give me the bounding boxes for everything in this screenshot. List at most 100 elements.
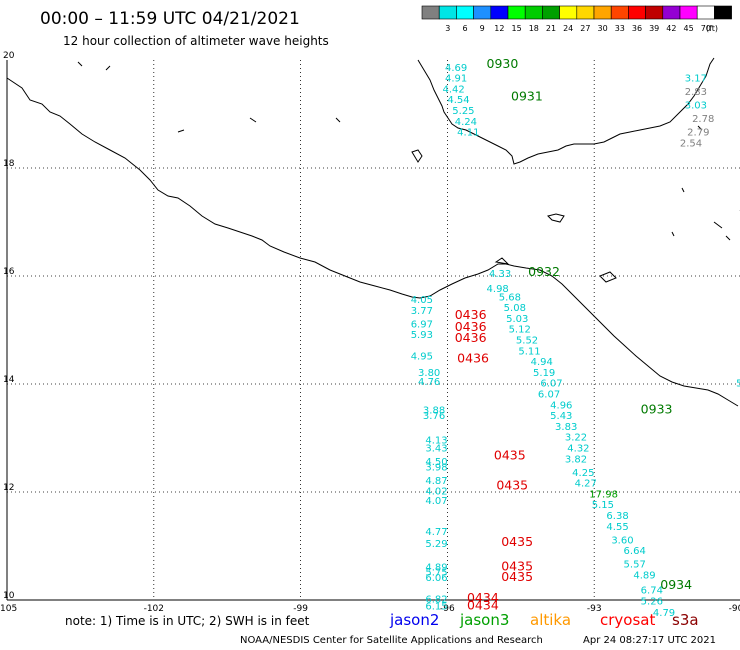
wave-height-value: 6.15 — [425, 602, 447, 613]
wave-height-value: 4.94 — [531, 357, 553, 368]
wave-height-value: 4.27 — [575, 479, 597, 490]
wave-height-value: 5.57 — [624, 560, 646, 571]
small-islands — [77, 61, 740, 283]
pass-time-label: 0930 — [487, 56, 519, 71]
pass-time-label: 0934 — [660, 577, 692, 592]
pass-time-label: 0434 — [467, 590, 499, 605]
colorbar-tick-label: 15 — [512, 24, 522, 33]
wave-height-value: 3.03 — [685, 101, 707, 112]
colorbar-swatch — [576, 5, 595, 20]
page-subtitle: 12 hour collection of altimeter wave hei… — [63, 34, 329, 48]
wave-height-value: 5.26 — [641, 596, 663, 607]
colorbar-tick-label: 27 — [580, 24, 590, 33]
wave-height-value: 6.82 — [425, 595, 447, 606]
coastline — [6, 57, 740, 407]
footer-timestamp: Apr 24 08:27:17 UTC 2021 — [583, 635, 716, 646]
wave-height-value: 4.98 — [487, 284, 509, 295]
longitude-tick-label: -105 — [0, 604, 17, 614]
wave-height-value: 4.96 — [550, 400, 572, 411]
wave-height-value: 3.82 — [565, 454, 587, 465]
gulf-coastline — [417, 57, 715, 165]
longitude-tick-label: -93 — [587, 604, 602, 614]
wave-height-value: 3.76 — [423, 411, 445, 422]
satellite-legend-altika: altika — [530, 611, 571, 629]
latitude-tick-label: 12 — [3, 483, 14, 493]
colorbar-tick-label: 45 — [684, 24, 694, 33]
wave-height-value: 4.89 — [633, 570, 655, 581]
wave-height-value: 4.02 — [425, 487, 447, 498]
satellite-legend-s3a: s3a — [672, 611, 699, 629]
colorbar-tick-label: 39 — [649, 24, 659, 33]
colorbar-swatch — [473, 5, 492, 20]
wave-height-value: 4.79 — [653, 608, 675, 619]
wave-height-value: 2.54 — [680, 138, 702, 149]
wave-height-value: 3.77 — [411, 306, 433, 317]
satellite-legend: jason2 jason3 altika cryosat s3a — [389, 611, 699, 629]
pass-time-label: 0436 — [455, 319, 487, 334]
pass-time-label: 0436 — [455, 330, 487, 345]
latitude-tick-label: 16 — [3, 267, 15, 277]
wave-height-value: 3.43 — [425, 444, 447, 455]
pass-time-label: 0434 — [467, 598, 499, 613]
wave-height-value: 5.01 — [736, 379, 740, 390]
wave-height-value: 3.17 — [685, 74, 707, 85]
colorbar-tick-label: 6 — [462, 24, 467, 33]
wave-height-value: 4.11 — [457, 128, 479, 139]
wave-height-value: 4.77 — [425, 527, 447, 538]
colorbar-tick-label: 24 — [563, 24, 573, 33]
pass-time-label: 0435 — [501, 534, 533, 549]
pass-time-label: 0932 — [528, 264, 560, 279]
latitude-tick-label: 14 — [3, 375, 15, 385]
wave-height-value: 5.11 — [518, 346, 540, 357]
wave-height-value: 4.54 — [447, 95, 469, 106]
colorbar-tick-label: 9 — [480, 24, 485, 33]
longitude-tick-label: -102 — [144, 604, 164, 614]
longitude-tick-label: -90 — [729, 604, 740, 614]
colorbar-swatch — [628, 5, 646, 20]
wave-height-value: 5.19 — [533, 368, 555, 379]
pass-time-label: 0435 — [496, 477, 528, 492]
pass-time-label: 0436 — [455, 307, 487, 322]
satellite-legend-cryosat: cryosat — [600, 611, 655, 629]
wave-height-value: 3.60 — [611, 535, 633, 546]
wave-height-value: 3.88 — [423, 406, 445, 417]
wave-height-value: 5.15 — [592, 500, 614, 511]
satellite-legend-jason2: jason2 — [389, 611, 439, 629]
wave-height-value: 6.97 — [411, 319, 433, 330]
wave-height-value: 3.83 — [555, 422, 577, 433]
colorbar-tick-label: 12 — [494, 24, 504, 33]
latitude-tick-label: 10 — [3, 591, 15, 601]
colorbar-swatch — [542, 5, 560, 20]
wave-height-value: 6.07 — [538, 390, 560, 401]
wave-height-value: 5.12 — [509, 325, 531, 336]
colorbar-tick-label: 30 — [598, 24, 608, 33]
colorbar-swatch — [559, 5, 578, 20]
wave-height-value: 6.74 — [641, 586, 663, 597]
colorbar-swatch — [593, 5, 612, 20]
wave-height-value: 5.43 — [550, 411, 572, 422]
colorbar-swatch — [696, 5, 715, 20]
wave-height-value: 2.83 — [685, 87, 707, 98]
wave-height-value: 4.25 — [572, 468, 594, 479]
pass-time-labels: 0930093103540932093309340436043604360436… — [455, 56, 692, 613]
wave-height-value: 5.75 — [425, 568, 447, 579]
wave-height-value: 3.98 — [425, 462, 447, 473]
colorbar-tick-label: 36 — [632, 24, 642, 33]
wave-height-value: 4.55 — [606, 522, 628, 533]
colorbar-swatch — [507, 5, 526, 20]
satellite-legend-jason3: jason3 — [459, 611, 509, 629]
wave-height-value: 4.05 — [411, 295, 433, 306]
footer-credit: NOAA/NESDIS Center for Satellite Applica… — [240, 635, 543, 646]
pass-time-label: 0435 — [494, 448, 526, 463]
wave-height-value: 4.07 — [425, 496, 447, 507]
wave-height-value: 2.79 — [687, 128, 709, 139]
wave-height-value: 3.80 — [418, 368, 440, 379]
pacific-coastline — [6, 77, 739, 407]
wave-height-value: 4.76 — [418, 377, 440, 388]
colorbar-swatch — [438, 5, 457, 20]
colorbar-tick-label: 42 — [666, 24, 676, 33]
wave-height-value: 4.87 — [425, 476, 447, 487]
colorbar-tick-label: 70 — [701, 24, 711, 33]
wave-height-value: 2.78 — [692, 114, 714, 125]
wave-height-value: 4.42 — [443, 84, 465, 95]
